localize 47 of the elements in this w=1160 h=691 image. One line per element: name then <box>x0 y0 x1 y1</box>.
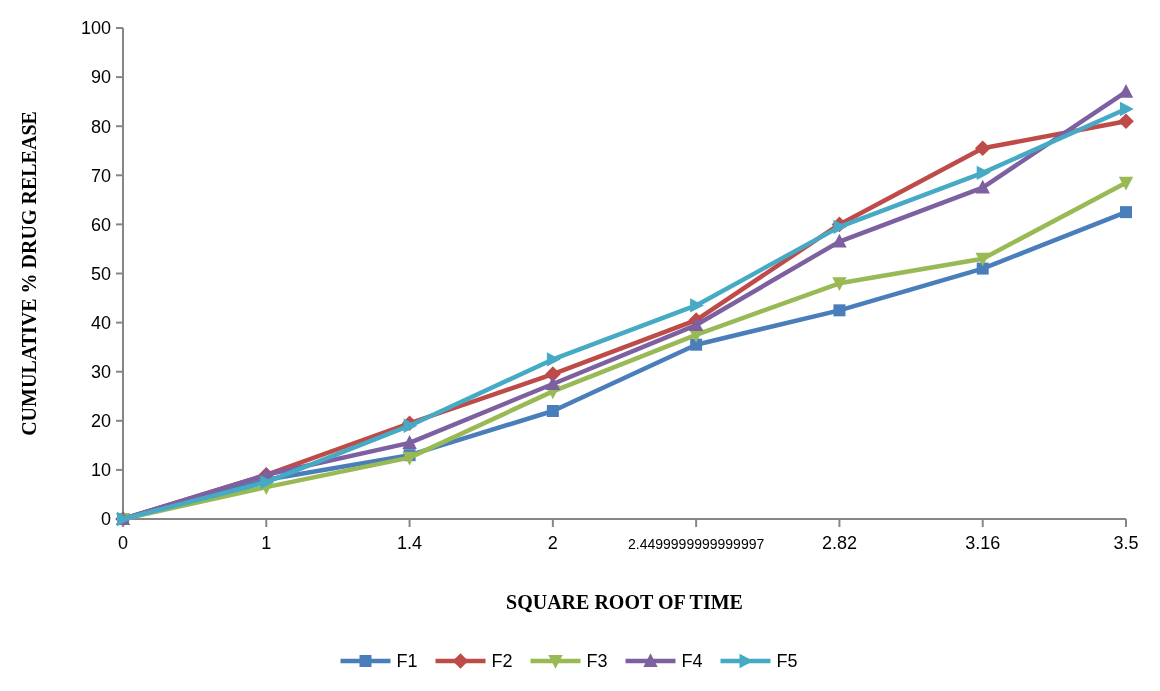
y-tick-label: 100 <box>80 18 111 39</box>
x-tick-label: 2.4499999999999997 <box>628 536 765 552</box>
legend-label: F2 <box>491 651 513 672</box>
y-axis-title: CUMULATIVE % DRUG RELEASE <box>18 111 40 436</box>
x-tick-label: 2.82 <box>821 533 857 553</box>
y-tick-label: 30 <box>90 362 111 382</box>
point <box>1120 206 1132 219</box>
x-tick-label: 0 <box>117 533 129 553</box>
point <box>833 304 846 317</box>
x-tick-label: 2 <box>547 533 558 553</box>
y-tick-label: 10 <box>90 460 111 481</box>
point <box>832 233 847 248</box>
y-tick-label: 40 <box>90 312 111 333</box>
x-tick-label: 3.5 <box>1113 533 1139 553</box>
y-tick-label: 90 <box>90 67 111 88</box>
legend-label: F4 <box>681 651 703 672</box>
point <box>976 165 991 181</box>
legend-label: F1 <box>396 651 418 672</box>
point <box>974 140 991 157</box>
y-tick-label: 70 <box>90 165 111 186</box>
y-tick-label: 20 <box>90 411 111 432</box>
point <box>688 317 704 332</box>
point <box>832 277 847 292</box>
point <box>690 298 704 313</box>
x-axis-title: SQUARE ROOT OF TIME <box>506 591 743 613</box>
y-tick-label: 0 <box>100 509 111 530</box>
x-tick-label: 3.16 <box>965 533 1001 553</box>
point <box>690 338 703 351</box>
point <box>976 262 989 275</box>
point <box>1118 176 1134 191</box>
point <box>546 404 559 417</box>
point <box>1118 113 1134 130</box>
x-tick-label: 1 <box>261 533 272 553</box>
legend-label: F5 <box>776 651 798 672</box>
point <box>546 352 561 367</box>
point <box>975 252 990 267</box>
y-tick-label: 80 <box>90 116 111 137</box>
point <box>402 435 417 449</box>
y-tick-label: 60 <box>90 214 111 235</box>
legend-label: F3 <box>586 651 608 672</box>
point <box>260 474 275 490</box>
x-tick-label: 1.4 <box>397 533 423 553</box>
point <box>402 451 417 466</box>
point <box>545 376 561 390</box>
point <box>1120 101 1134 117</box>
y-tick-label: 50 <box>90 263 111 284</box>
point <box>975 179 990 194</box>
